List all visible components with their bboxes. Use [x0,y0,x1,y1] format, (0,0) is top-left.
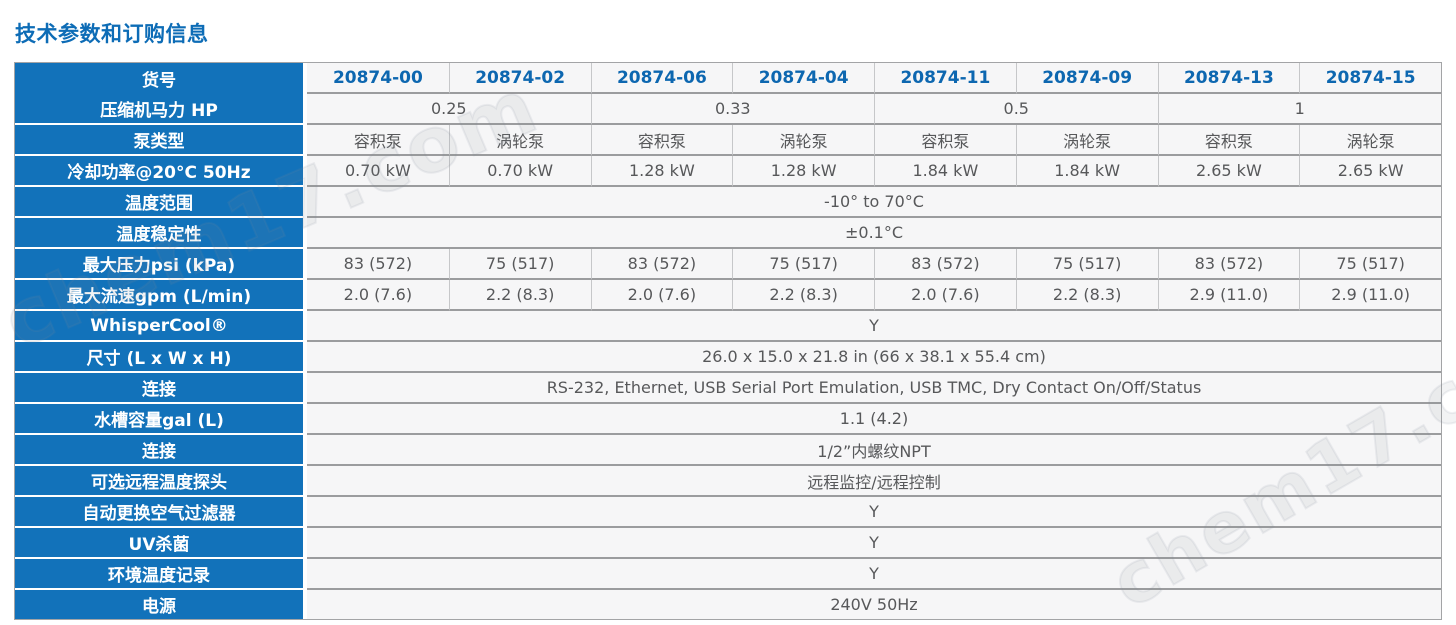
spec-cell: 涡轮泵 [1016,125,1158,156]
spec-cell: 240V 50Hz [307,590,1441,619]
row-label: 冷却功率@20°C 50Hz [15,156,307,187]
spec-cell: 容积泵 [1158,125,1300,156]
spec-cell: 2.2 (8.3) [449,280,591,311]
spec-cell: 2.0 (7.6) [874,280,1016,311]
spec-cell: 83 (572) [307,249,449,280]
spec-cell: 1.28 kW [732,156,874,187]
spec-cell: 26.0 x 15.0 x 21.8 in (66 x 38.1 x 55.4 … [307,342,1441,373]
spec-cell: 83 (572) [874,249,1016,280]
spec-cell: Y [307,497,1441,528]
column-header-model: 20874-13 [1158,63,1300,94]
column-header-model: 20874-15 [1299,63,1441,94]
spec-cell: 0.25 [307,94,591,125]
spec-cell: 2.9 (11.0) [1158,280,1300,311]
spec-cell: 0.5 [874,94,1158,125]
spec-cell: 1.84 kW [874,156,1016,187]
spec-cell: Y [307,311,1441,342]
spec-cell: 2.0 (7.6) [591,280,733,311]
row-label: 尺寸 (L x W x H) [15,342,307,373]
table-row: 水槽容量gal (L)1.1 (4.2) [15,404,1441,435]
table-row: 最大流速gpm (L/min)2.0 (7.6)2.2 (8.3)2.0 (7.… [15,280,1441,311]
spec-cell: 75 (517) [1299,249,1441,280]
spec-cell: 容积泵 [874,125,1016,156]
row-label: 温度范围 [15,187,307,218]
spec-cell: 2.9 (11.0) [1299,280,1441,311]
column-header-model: 20874-02 [449,63,591,94]
spec-cell: 2.65 kW [1158,156,1300,187]
spec-cell: 2.2 (8.3) [1016,280,1158,311]
spec-cell: 远程监控/远程控制 [307,466,1441,497]
corner-label: 货号 [15,63,307,94]
table-row: 温度范围-10° to 70°C [15,187,1441,218]
spec-cell: 容积泵 [307,125,449,156]
row-label: 最大流速gpm (L/min) [15,280,307,311]
spec-cell: 1.84 kW [1016,156,1158,187]
page-title: 技术参数和订购信息 [15,18,1442,48]
spec-cell: RS-232, Ethernet, USB Serial Port Emulat… [307,373,1441,404]
spec-cell: 1.28 kW [591,156,733,187]
table-row: 泵类型容积泵涡轮泵容积泵涡轮泵容积泵涡轮泵容积泵涡轮泵 [15,125,1441,156]
row-label: 可选远程温度探头 [15,466,307,497]
spec-cell: 0.70 kW [307,156,449,187]
spec-cell: 2.65 kW [1299,156,1441,187]
table-row: 最大压力psi (kPa)83 (572)75 (517)83 (572)75 … [15,249,1441,280]
table-row: 尺寸 (L x W x H)26.0 x 15.0 x 21.8 in (66 … [15,342,1441,373]
column-header-model: 20874-11 [874,63,1016,94]
row-label: 连接 [15,435,307,466]
spec-cell: 1.1 (4.2) [307,404,1441,435]
column-header-model: 20874-06 [591,63,733,94]
row-label: WhisperCool® [15,311,307,342]
spec-cell: 1 [1158,94,1442,125]
row-label: 水槽容量gal (L) [15,404,307,435]
column-header-model: 20874-04 [732,63,874,94]
spec-cell: 75 (517) [1016,249,1158,280]
spec-cell: 涡轮泵 [732,125,874,156]
row-label: 自动更换空气过滤器 [15,497,307,528]
spec-cell: 2.2 (8.3) [732,280,874,311]
row-label: 压缩机马力 HP [15,94,307,125]
spec-cell: 83 (572) [1158,249,1300,280]
spec-cell: 涡轮泵 [449,125,591,156]
spec-cell: 83 (572) [591,249,733,280]
table-row: WhisperCool®Y [15,311,1441,342]
spec-cell: 75 (517) [449,249,591,280]
spec-cell: Y [307,559,1441,590]
spec-cell: 75 (517) [732,249,874,280]
table-row: 可选远程温度探头远程监控/远程控制 [15,466,1441,497]
column-header-model: 20874-09 [1016,63,1158,94]
row-label: 泵类型 [15,125,307,156]
spec-cell: ±0.1°C [307,218,1441,249]
spec-cell: 0.33 [591,94,875,125]
spec-cell: Y [307,528,1441,559]
column-header-model: 20874-00 [307,63,449,94]
spec-cell: 涡轮泵 [1299,125,1441,156]
row-label: 连接 [15,373,307,404]
row-label: UV杀菌 [15,528,307,559]
row-label: 最大压力psi (kPa) [15,249,307,280]
spec-cell: 0.70 kW [449,156,591,187]
table-row: 温度稳定性±0.1°C [15,218,1441,249]
spec-cell: -10° to 70°C [307,187,1441,218]
spec-cell: 2.0 (7.6) [307,280,449,311]
spec-cell: 1/2”内螺纹NPT [307,435,1441,466]
row-label: 环境温度记录 [15,559,307,590]
row-label: 电源 [15,590,307,619]
row-label: 温度稳定性 [15,218,307,249]
spec-cell: 容积泵 [591,125,733,156]
